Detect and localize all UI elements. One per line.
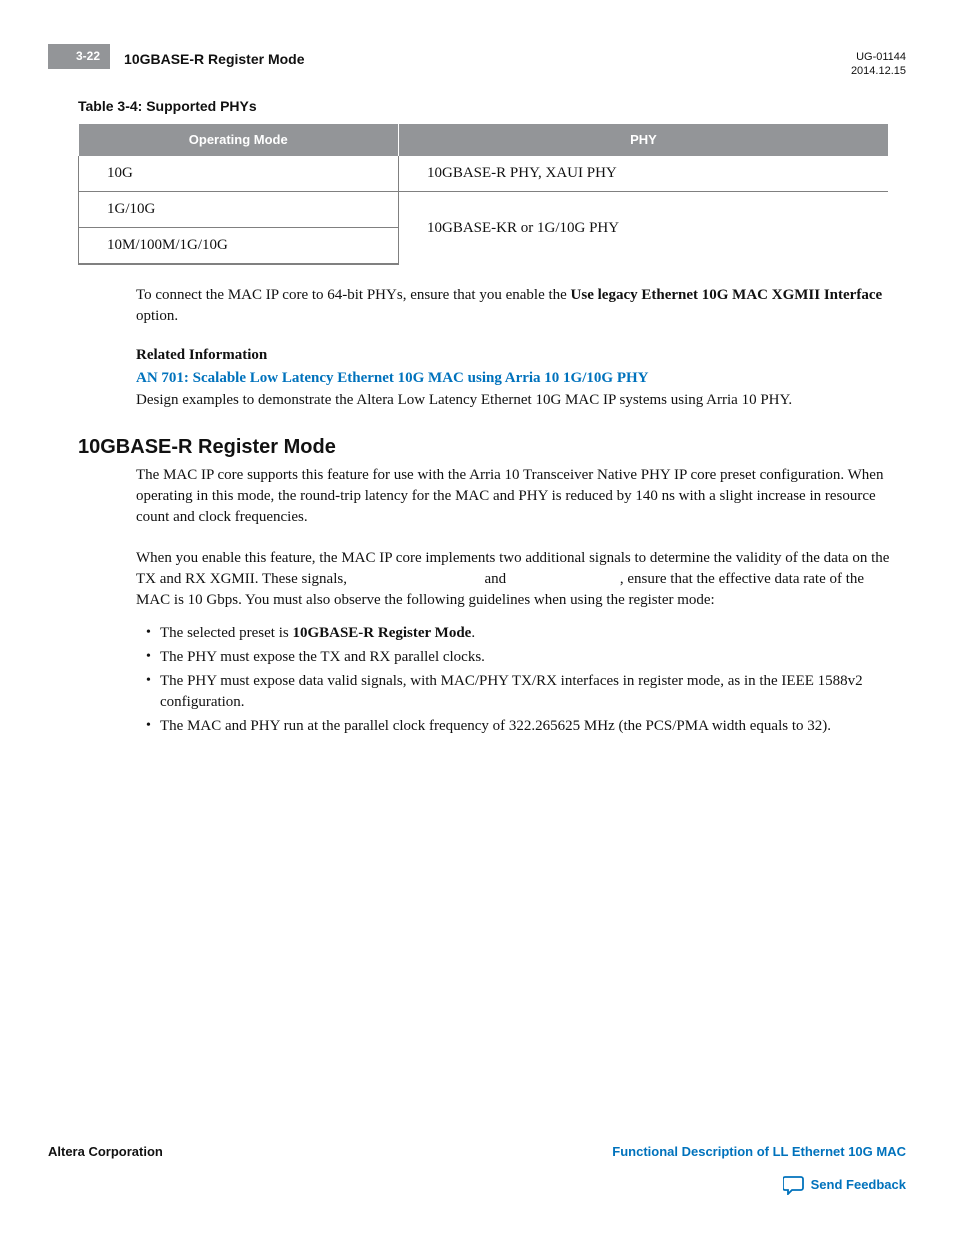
page-footer: Altera Corporation Functional Descriptio… <box>48 1143 906 1195</box>
doc-date: 2014.12.15 <box>851 64 906 78</box>
feedback-icon <box>783 1175 805 1195</box>
list-item: The PHY must expose data valid signals, … <box>160 671 896 713</box>
para-bold: Use legacy Ethernet 10G MAC XGMII Interf… <box>571 287 883 303</box>
cell-mode: 10M/100M/1G/10G <box>79 228 399 265</box>
cell-mode: 1G/10G <box>79 192 399 228</box>
li-text: The selected preset is <box>160 625 292 641</box>
footer-chapter-link[interactable]: Functional Description of LL Ethernet 10… <box>612 1143 906 1161</box>
para-connect: To connect the MAC IP core to 64-bit PHY… <box>136 285 896 327</box>
table-header-mode: Operating Mode <box>79 124 399 156</box>
table-row: 1G/10G 10GBASE-KR or 1G/10G PHY <box>79 192 889 228</box>
table-caption: Table 3-4: Supported PHYs <box>78 97 906 117</box>
table-row: 10G 10GBASE-R PHY, XAUI PHY <box>79 156 889 192</box>
related-info-heading: Related Information <box>136 345 896 366</box>
list-item: The MAC and PHY run at the parallel cloc… <box>160 716 896 737</box>
table-header-phy: PHY <box>399 124 889 156</box>
list-item: The selected preset is 10GBASE-R Registe… <box>160 623 896 644</box>
related-info-link[interactable]: AN 701: Scalable Low Latency Ethernet 10… <box>136 368 896 389</box>
p2-text-b: and <box>481 571 510 587</box>
para-text: To connect the MAC IP core to 64-bit PHY… <box>136 287 571 303</box>
guidelines-list: The selected preset is 10GBASE-R Registe… <box>160 623 896 737</box>
para-text: option. <box>136 308 178 324</box>
header-left: 3-22 10GBASE-R Register Mode <box>48 50 305 70</box>
doc-id: UG-01144 <box>851 50 906 64</box>
supported-phys-table: Operating Mode PHY 10G 10GBASE-R PHY, XA… <box>78 124 888 265</box>
feedback-label: Send Feedback <box>811 1176 906 1194</box>
list-item: The PHY must expose the TX and RX parall… <box>160 647 896 668</box>
header-section-title: 10GBASE-R Register Mode <box>124 50 304 70</box>
section-p2: When you enable this feature, the MAC IP… <box>136 548 896 611</box>
page-header: 3-22 10GBASE-R Register Mode UG-01144 20… <box>48 50 906 79</box>
section-heading: 10GBASE-R Register Mode <box>78 433 906 461</box>
header-doc-meta: UG-01144 2014.12.15 <box>851 50 906 79</box>
footer-company: Altera Corporation <box>48 1143 163 1161</box>
send-feedback-link[interactable]: Send Feedback <box>48 1175 906 1195</box>
related-info-desc: Design examples to demonstrate the Alter… <box>136 390 896 411</box>
li-bold: 10GBASE-R Register Mode <box>292 625 471 641</box>
cell-phy: 10GBASE-KR or 1G/10G PHY <box>399 192 889 265</box>
li-text: . <box>471 625 475 641</box>
section-p1: The MAC IP core supports this feature fo… <box>136 465 896 528</box>
page-number-badge: 3-22 <box>48 44 110 69</box>
cell-mode: 10G <box>79 156 399 192</box>
cell-phy: 10GBASE-R PHY, XAUI PHY <box>399 156 889 192</box>
